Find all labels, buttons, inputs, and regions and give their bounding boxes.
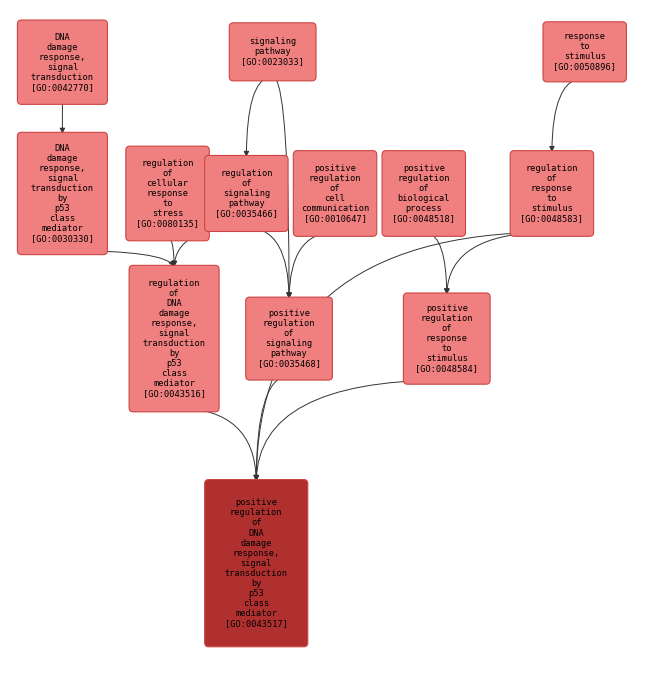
Text: regulation
of
DNA
damage
response,
signal
transduction
by
p53
class
mediator
[GO: regulation of DNA damage response, signa… bbox=[143, 278, 206, 399]
FancyBboxPatch shape bbox=[18, 20, 107, 104]
FancyBboxPatch shape bbox=[229, 23, 316, 81]
FancyBboxPatch shape bbox=[129, 265, 219, 412]
Text: signaling
pathway
[GO:0023033]: signaling pathway [GO:0023033] bbox=[241, 37, 304, 66]
Text: positive
regulation
of
signaling
pathway
[GO:0035468]: positive regulation of signaling pathway… bbox=[258, 309, 321, 368]
FancyBboxPatch shape bbox=[125, 146, 209, 241]
FancyBboxPatch shape bbox=[204, 480, 307, 647]
FancyBboxPatch shape bbox=[543, 21, 627, 82]
FancyBboxPatch shape bbox=[18, 133, 107, 255]
FancyBboxPatch shape bbox=[403, 293, 490, 384]
Text: positive
regulation
of
cell
communication
[GO:0010647]: positive regulation of cell communicatio… bbox=[301, 164, 369, 223]
Text: regulation
of
signaling
pathway
[GO:0035466]: regulation of signaling pathway [GO:0035… bbox=[215, 169, 278, 218]
Text: DNA
damage
response,
signal
transduction
by
p53
class
mediator
[GO:0030330]: DNA damage response, signal transduction… bbox=[31, 144, 94, 243]
Text: positive
regulation
of
DNA
damage
response,
signal
transduction
by
p53
class
med: positive regulation of DNA damage respon… bbox=[225, 498, 288, 628]
FancyBboxPatch shape bbox=[204, 155, 288, 231]
Text: DNA
damage
response,
signal
transduction
[GO:0042770]: DNA damage response, signal transduction… bbox=[31, 32, 94, 92]
Text: regulation
of
response
to
stimulus
[GO:0048583]: regulation of response to stimulus [GO:0… bbox=[520, 164, 583, 223]
FancyBboxPatch shape bbox=[382, 151, 465, 236]
Text: regulation
of
cellular
response
to
stress
[GO:0080135]: regulation of cellular response to stres… bbox=[136, 159, 199, 228]
Text: response
to
stimulus
[GO:0050896]: response to stimulus [GO:0050896] bbox=[553, 32, 616, 71]
Text: positive
regulation
of
response
to
stimulus
[GO:0048584]: positive regulation of response to stimu… bbox=[415, 304, 478, 373]
Text: positive
regulation
of
biological
process
[GO:0048518]: positive regulation of biological proces… bbox=[392, 164, 455, 223]
FancyBboxPatch shape bbox=[246, 297, 332, 380]
FancyBboxPatch shape bbox=[510, 151, 594, 236]
FancyBboxPatch shape bbox=[293, 151, 377, 236]
